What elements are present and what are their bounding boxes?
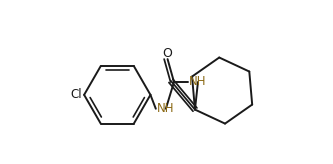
Text: Cl: Cl: [71, 88, 82, 101]
Text: O: O: [163, 47, 172, 60]
Text: NH: NH: [189, 75, 206, 89]
Text: NH: NH: [157, 102, 174, 115]
